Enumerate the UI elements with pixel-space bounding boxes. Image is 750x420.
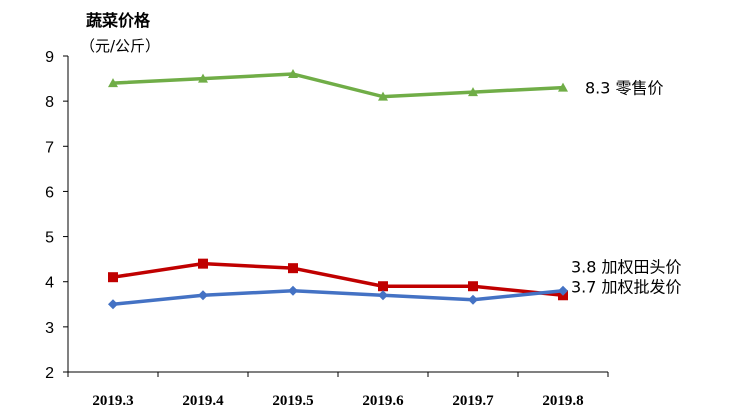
y-tick-label: 4: [45, 275, 54, 292]
series-2-point: [198, 258, 208, 269]
series-line-1: [112, 72, 564, 99]
x-tick-label: 2019.3: [92, 393, 133, 409]
y-tick-label: 7: [45, 139, 54, 156]
series-2-point: [108, 272, 118, 283]
y-tick-label: 6: [45, 184, 54, 201]
series-end-label-3: 3.7 加权批发价: [571, 278, 682, 297]
series-3-point: [558, 285, 568, 296]
series-3-point: [198, 290, 208, 301]
x-tick-label: 2019.6: [362, 393, 404, 409]
series-line-2: [112, 261, 564, 297]
y-tick-label: 9: [45, 49, 54, 66]
series-1-point: [558, 82, 568, 92]
x-tick-label: 2019.8: [542, 393, 583, 409]
series-2-point: [468, 281, 478, 292]
series-1-point: [108, 78, 118, 88]
series-2-point: [288, 263, 298, 274]
y-axis-title-line2: （元/公斤）: [80, 37, 160, 55]
labels: 蔬菜价格 （元/公斤）: [80, 11, 160, 55]
series-end-label-1: 8.3 零售价: [585, 79, 664, 98]
y-tick-label: 3: [45, 320, 54, 337]
x-tick-label: 2019.5: [272, 393, 313, 409]
series-layer: 8.3 零售价 3.8 加权田头价 3.7 加权批发价: [108, 69, 682, 310]
x-tick-label: 2019.4: [182, 393, 224, 409]
series-3-point: [288, 285, 298, 296]
y-axis-title-line1: 蔬菜价格: [86, 11, 151, 30]
series-3-point: [378, 290, 388, 301]
series-2-point: [378, 281, 388, 292]
series-1-point: [378, 91, 388, 101]
series-end-label-2: 3.8 加权田头价: [571, 257, 682, 276]
axes: 2 3 4 5 6 7 8 9 2019.3 2019.4 2019.5 2019.6 2019.7 20…: [45, 49, 609, 409]
y-tick-label: 2: [45, 365, 54, 382]
series-1-point: [198, 73, 208, 83]
x-tick-label: 2019.7: [452, 393, 494, 409]
series-1-point: [468, 87, 478, 97]
y-tick-label: 8: [45, 94, 54, 111]
series-line-3: [112, 288, 564, 307]
y-tick-label: 5: [45, 230, 54, 247]
series-3-point: [108, 299, 118, 310]
series-3-point: [468, 294, 478, 305]
series-1-point: [288, 69, 298, 79]
